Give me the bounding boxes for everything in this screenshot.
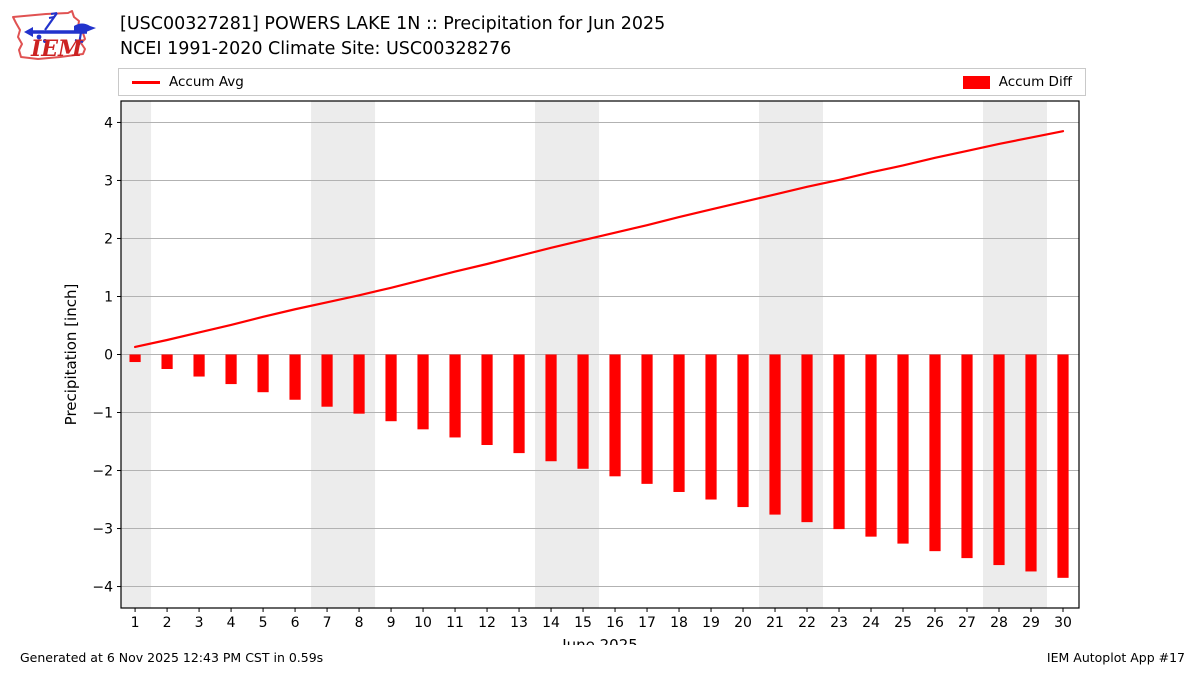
x-tick-label: 27 bbox=[958, 615, 976, 631]
x-tick-label: 18 bbox=[670, 615, 688, 631]
accum-diff-bar bbox=[129, 354, 141, 363]
x-tick-label: 20 bbox=[734, 615, 752, 631]
accum-diff-bar bbox=[545, 354, 557, 462]
x-tick-label: 12 bbox=[478, 615, 496, 631]
x-tick-label: 25 bbox=[894, 615, 912, 631]
accum-diff-bar bbox=[929, 354, 941, 552]
title-line-1: [USC00327281] POWERS LAKE 1N :: Precipit… bbox=[120, 14, 666, 34]
x-tick-label: 22 bbox=[798, 615, 816, 631]
x-tick-label: 11 bbox=[446, 615, 464, 631]
accum-avg-line bbox=[133, 130, 1065, 349]
accum-diff-bar-swatch-icon bbox=[962, 75, 990, 89]
accum-avg-line-swatch-icon bbox=[132, 80, 160, 84]
accum-diff-label: Accum Diff bbox=[998, 74, 1072, 90]
x-tick-label: 24 bbox=[862, 615, 880, 631]
accum-diff-bar bbox=[993, 354, 1005, 566]
accum-diff-bar bbox=[1025, 354, 1037, 572]
y-tick-label: 0 bbox=[104, 348, 113, 364]
x-tick-label: 21 bbox=[766, 615, 784, 631]
weathervane-icon bbox=[24, 12, 96, 46]
chart-legend: Accum Avg Accum Diff bbox=[118, 68, 1086, 96]
x-tick-label: 3 bbox=[195, 615, 204, 631]
accum-diff-bar bbox=[1057, 354, 1069, 578]
x-tick-label: 16 bbox=[606, 615, 624, 631]
accum-diff-bar bbox=[481, 354, 493, 445]
accum-diff-bar bbox=[897, 354, 909, 544]
iowa-outline-icon bbox=[12, 10, 86, 60]
accum-diff-bar bbox=[161, 354, 173, 370]
accum-diff-bar bbox=[385, 354, 397, 422]
y-tick-label: 1 bbox=[104, 289, 113, 305]
x-tick-label: 30 bbox=[1054, 615, 1072, 631]
precipitation-chart: 1 2 3 4 5 6 7 8 9 10 11 12 13 14 15 16 17 18 19 20 21 22 23 24 2… bbox=[62, 100, 1080, 645]
y-tick-label: −4 bbox=[92, 580, 113, 596]
x-tick-label: 26 bbox=[926, 615, 944, 631]
y-tick-label: −3 bbox=[92, 522, 113, 538]
x-tick-label: 4 bbox=[227, 615, 236, 631]
x-tick-label: 13 bbox=[510, 615, 528, 631]
iem-logo: IEM bbox=[8, 6, 114, 68]
x-tick-label: 1 bbox=[131, 615, 140, 631]
x-tick-label: 9 bbox=[387, 615, 396, 631]
accum-diff-bar bbox=[257, 354, 269, 393]
accum-avg-label: Accum Avg bbox=[169, 74, 244, 90]
x-tick-label: 6 bbox=[291, 615, 300, 631]
accum-diff-bar bbox=[321, 354, 333, 407]
x-axis-label: June 2025 bbox=[561, 636, 638, 645]
x-tick-label: 28 bbox=[990, 615, 1008, 631]
app-credit: IEM Autoplot App #17 bbox=[1046, 650, 1185, 665]
iem-logo-text: IEM bbox=[30, 36, 83, 62]
accum-diff-bar bbox=[449, 354, 461, 438]
x-tick-label: 2 bbox=[163, 615, 172, 631]
accum-diff-bar bbox=[705, 354, 717, 500]
x-tick-label: 17 bbox=[638, 615, 656, 631]
y-axis-label: Precipitation [inch] bbox=[62, 284, 80, 426]
x-tick-label: 15 bbox=[574, 615, 592, 631]
accum-diff-bar bbox=[769, 354, 781, 515]
x-tick-label: 10 bbox=[414, 615, 432, 631]
x-tick-label: 7 bbox=[323, 615, 332, 631]
x-tick-label: 14 bbox=[542, 615, 560, 631]
x-tick-label: 29 bbox=[1022, 615, 1040, 631]
x-tick-label: 8 bbox=[355, 615, 364, 631]
title-line-2: NCEI 1991-2020 Climate Site: USC00328276 bbox=[120, 39, 512, 59]
y-tick-label: 4 bbox=[104, 115, 113, 131]
page-title: [USC00327281] POWERS LAKE 1N :: Precipit… bbox=[120, 12, 1120, 62]
accum-diff-bar bbox=[673, 354, 685, 492]
accum-diff-bar bbox=[833, 354, 845, 530]
accum-diff-bar bbox=[289, 354, 301, 400]
accum-diff-bar bbox=[513, 354, 525, 454]
legend-item-accum-diff: Accum Diff bbox=[962, 74, 1072, 90]
accum-diff-bar bbox=[577, 354, 589, 469]
y-tick-label: 3 bbox=[104, 173, 113, 189]
accum-diff-bar bbox=[737, 354, 749, 508]
accum-diff-bar bbox=[225, 354, 237, 385]
x-tick-label: 5 bbox=[259, 615, 268, 631]
accum-diff-bar bbox=[801, 354, 813, 523]
generated-timestamp: Generated at 6 Nov 2025 12:43 PM CST in … bbox=[20, 650, 324, 665]
accum-diff-bar bbox=[193, 354, 205, 377]
accum-diff-bar bbox=[865, 354, 877, 537]
y-tick-label: 2 bbox=[104, 231, 113, 247]
accum-diff-bar bbox=[353, 354, 365, 414]
accum-diff-bar bbox=[417, 354, 429, 430]
y-tick-label: −2 bbox=[92, 464, 113, 480]
iem-logo-graphic: IEM bbox=[12, 10, 96, 62]
accum-diff-bar bbox=[961, 354, 973, 559]
accum-diff-bar bbox=[641, 354, 653, 484]
accum-diff-bar bbox=[609, 354, 621, 477]
x-tick-label: 23 bbox=[830, 615, 848, 631]
y-tick-label: −1 bbox=[92, 406, 113, 422]
legend-item-accum-avg: Accum Avg bbox=[132, 74, 244, 90]
x-tick-label: 19 bbox=[702, 615, 720, 631]
